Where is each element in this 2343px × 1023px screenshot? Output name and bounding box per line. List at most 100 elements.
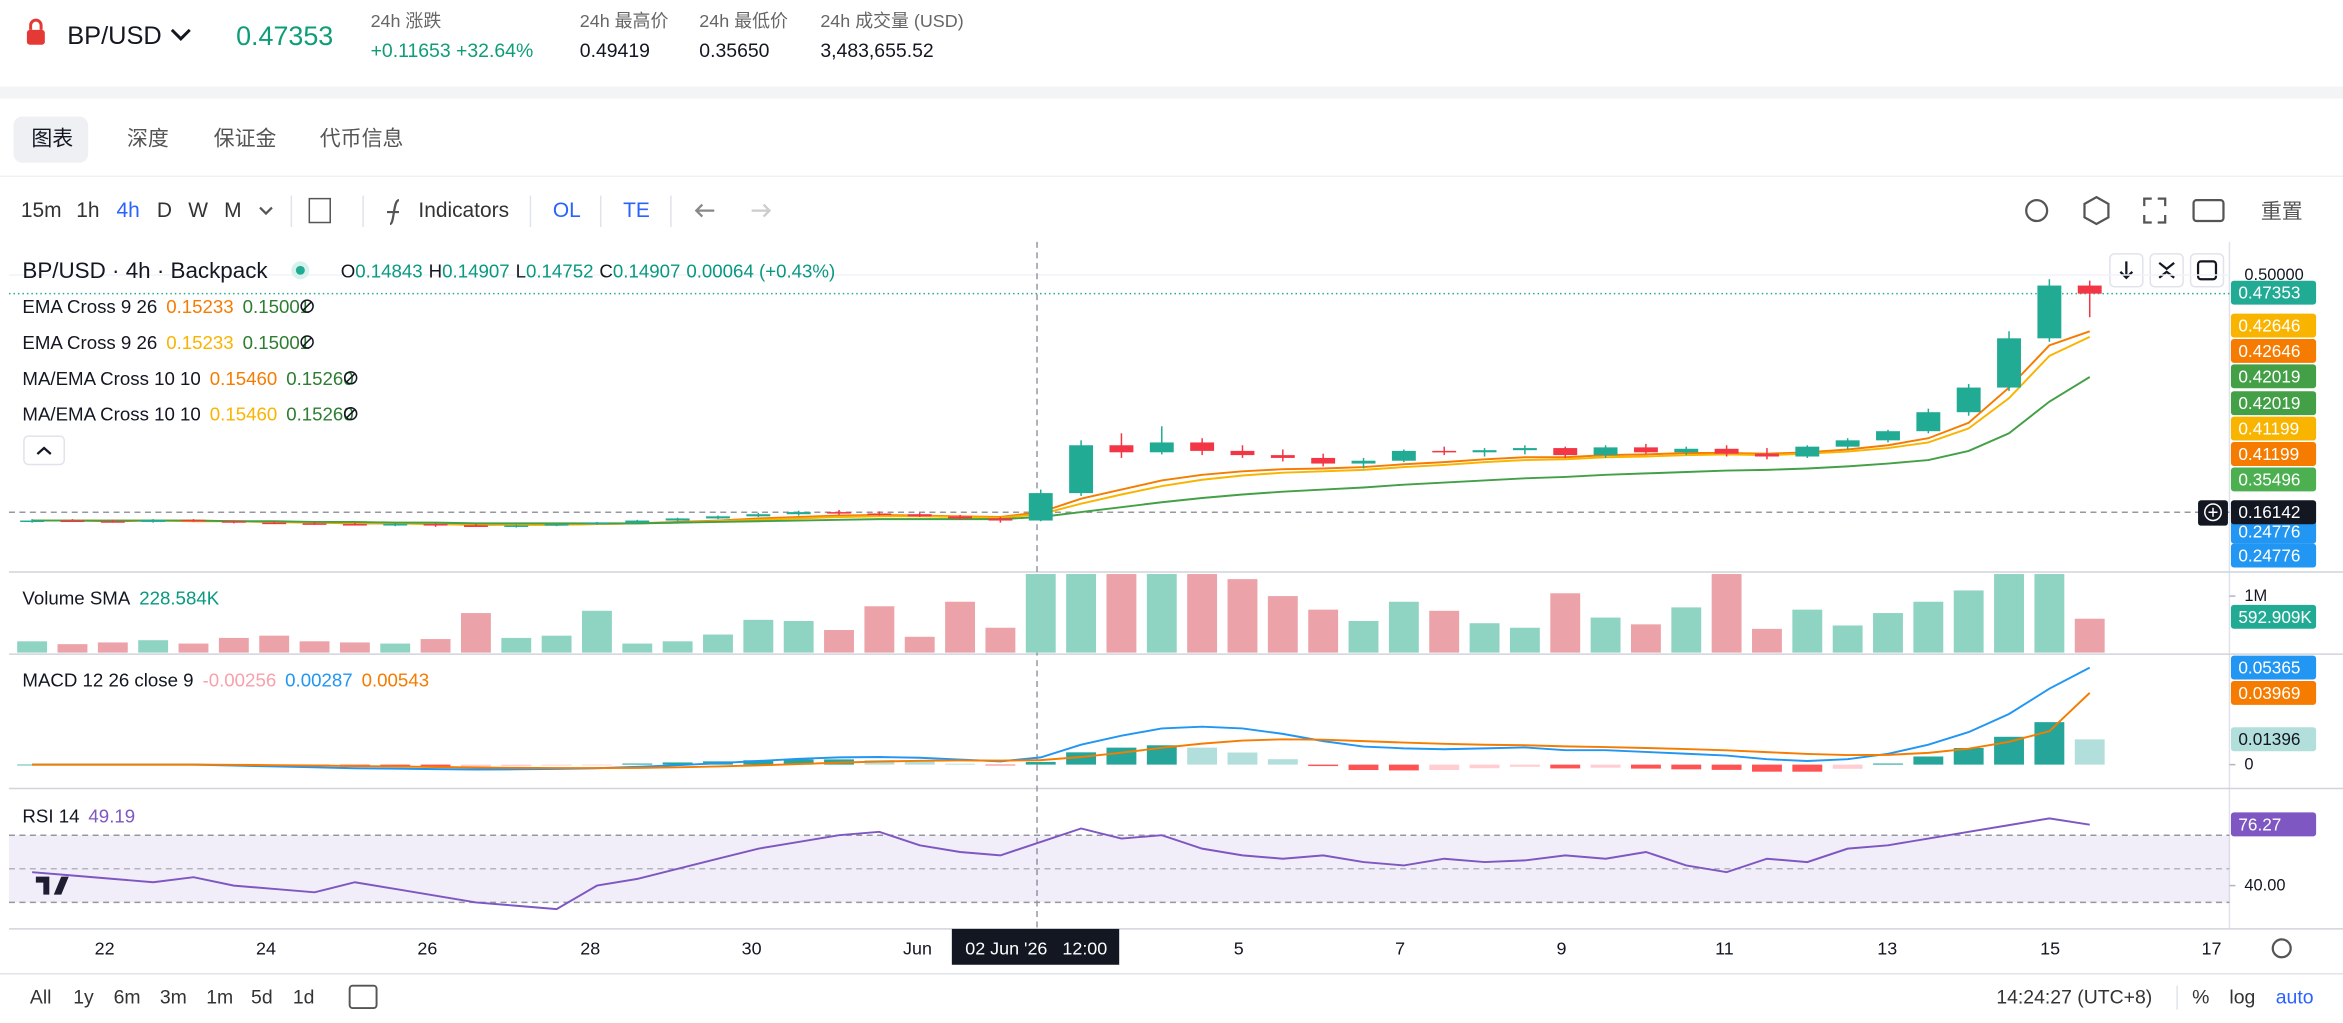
scale-button[interactable]: log: [2229, 987, 2255, 1009]
candle-type-icon[interactable]: [308, 197, 331, 224]
crosshair-price-bg: [2230, 500, 2317, 525]
interval[interactable]: 15m: [21, 199, 62, 222]
interval[interactable]: D: [157, 199, 172, 222]
tab[interactable]: 代币信息: [320, 127, 404, 150]
chart-button[interactable]: [2149, 253, 2184, 288]
volume-bar: [1630, 624, 1661, 653]
volume-bar: [299, 641, 330, 653]
volume-bar: [1550, 593, 1581, 653]
macd-hist: [420, 764, 451, 767]
legend-value: 0.00287: [285, 669, 352, 690]
candle-body: [1512, 448, 1537, 451]
reset-button[interactable]: 重置: [2261, 201, 2303, 224]
add-icon: [2204, 503, 2222, 522]
candle-body: [2037, 285, 2062, 339]
indicators-button[interactable]: Indicators: [418, 199, 509, 222]
volume-bar: [541, 635, 572, 653]
volume-bar: [460, 613, 491, 653]
last-price: 0.47353: [236, 21, 333, 51]
volume-bar: [1146, 574, 1177, 653]
settings-icon[interactable]: [2083, 195, 2110, 226]
candle-body: [1190, 442, 1215, 451]
macd-hist: [1429, 764, 1460, 771]
volume-bar: [783, 620, 814, 653]
hide-icon[interactable]: [300, 335, 314, 349]
search-icon[interactable]: [2025, 198, 2049, 223]
chart-button[interactable]: [2189, 253, 2225, 288]
macd-hist: [662, 762, 693, 765]
range-button[interactable]: 1m: [206, 987, 233, 1009]
logo[interactable]: [35, 876, 69, 895]
chart-title: BP/USD · 4h · Backpack: [22, 258, 268, 283]
interval[interactable]: 4h: [117, 199, 140, 222]
macd-hist: [1630, 764, 1661, 769]
ohlc-value: 0.14752: [526, 260, 593, 281]
rsi-tag: 76.27: [2238, 814, 2281, 834]
camera-icon[interactable]: [2192, 198, 2225, 223]
tab[interactable]: 图表: [31, 127, 73, 150]
macd-tag: 0.03969: [2238, 683, 2300, 703]
volume-bar: [703, 634, 733, 653]
range-button[interactable]: 1d: [293, 987, 315, 1009]
candle-body: [867, 513, 892, 515]
tab[interactable]: 保证金: [214, 127, 277, 150]
interval[interactable]: W: [188, 199, 208, 222]
legend-toggle[interactable]: [23, 435, 66, 466]
range-button[interactable]: All: [30, 987, 52, 1009]
redo-icon[interactable]: [751, 203, 772, 218]
volume-bar: [985, 627, 1016, 653]
candle-body: [1149, 442, 1174, 453]
tab[interactable]: 深度: [127, 127, 169, 150]
hide-icon[interactable]: [300, 299, 314, 313]
macd-tag: 0.01396: [2238, 729, 2300, 749]
volume-bar: [622, 643, 653, 653]
hide-icon[interactable]: [343, 406, 358, 421]
toolbar-button[interactable]: OL: [553, 199, 581, 222]
hide-icon[interactable]: [343, 371, 358, 385]
range-button[interactable]: 1y: [73, 987, 94, 1009]
settings-icon[interactable]: [2271, 938, 2292, 959]
macd-tag-bg: [2230, 727, 2317, 752]
price-tag-bg: [2230, 280, 2317, 305]
candle-body: [1351, 460, 1376, 464]
interval[interactable]: M: [224, 199, 241, 222]
y-tick-label: 0.50000: [2244, 266, 2303, 284]
status-dot: [295, 265, 305, 275]
macd-hist: [1711, 764, 1742, 770]
fx-icon[interactable]: [387, 198, 400, 226]
active-tab-bg: [13, 116, 89, 163]
fullscreen-icon[interactable]: [2143, 197, 2167, 224]
price-tag-bg: [2230, 467, 2317, 492]
stat-value: 0.35650: [699, 40, 769, 62]
candle-body: [1997, 338, 2021, 388]
interval[interactable]: 1h: [76, 199, 99, 222]
range-button[interactable]: 5d: [251, 987, 273, 1009]
scale-button[interactable]: %: [2192, 987, 2209, 1009]
symbol-chevron[interactable]: [170, 28, 191, 41]
volume-bar: [1429, 610, 1460, 653]
study-name: EMA Cross 9 26: [22, 331, 157, 352]
candle-body: [221, 521, 246, 523]
candle-body: [1472, 450, 1497, 453]
more-chevron[interactable]: [259, 206, 273, 216]
undo-icon[interactable]: [694, 203, 715, 218]
x-tick-label: 24: [256, 938, 276, 958]
crosshair-date: 02 Jun '26: [965, 938, 1047, 958]
price-tag-bg: [2230, 339, 2317, 363]
candle-body: [2077, 285, 2102, 294]
study-name: MA/EMA Cross 10 10: [22, 367, 200, 388]
x-tick-label: 9: [1557, 938, 1567, 958]
price-tag-bg: [2230, 543, 2317, 568]
range-button[interactable]: 6m: [114, 987, 141, 1009]
candle-body: [1230, 450, 1255, 456]
toolbar-button[interactable]: TE: [623, 199, 650, 222]
date-range-icon[interactable]: [348, 984, 378, 1010]
candle-body: [1593, 447, 1618, 456]
symbol[interactable]: BP/USD: [67, 22, 162, 50]
macd-hist: [1953, 747, 1984, 765]
volume-bar: [57, 644, 88, 653]
macd-hist: [1025, 761, 1056, 765]
range-button[interactable]: 3m: [160, 987, 187, 1009]
scale-button[interactable]: auto: [2276, 987, 2314, 1009]
candle-body: [1835, 440, 1860, 447]
